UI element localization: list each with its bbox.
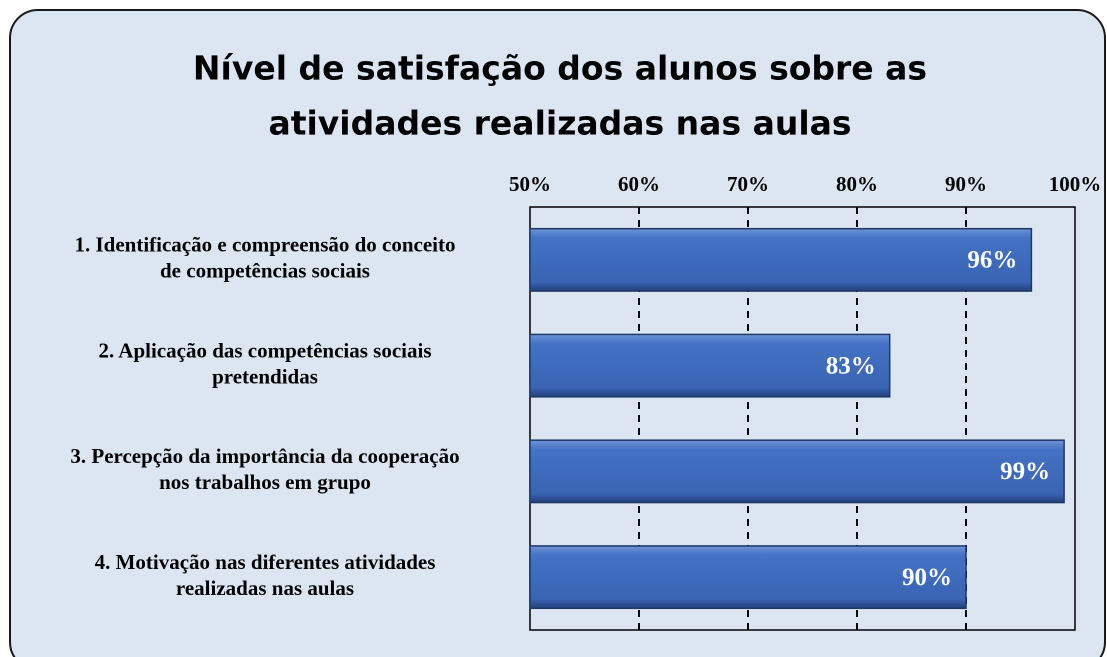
y-tick-label: 4. Motivação nas diferentes atividades [95, 550, 436, 574]
x-tick-label: 90% [945, 172, 987, 196]
chart-title: Nível de satisfação dos alunos sobre as [193, 49, 927, 88]
bar [529, 227, 1033, 292]
chart-title: atividades realizadas nas aulas [268, 104, 851, 143]
bar [529, 439, 1065, 504]
x-tick-label: 50% [509, 172, 551, 196]
plot-area [529, 206, 1076, 631]
data-label: 83% [826, 352, 876, 379]
bar [529, 333, 891, 398]
data-label: 90% [902, 564, 952, 591]
y-tick-label: pretendidas [212, 364, 318, 388]
bar [529, 545, 967, 610]
x-tick-label: 70% [727, 172, 769, 196]
y-tick-label: de competências sociais [160, 259, 370, 283]
x-tick-label: 60% [618, 172, 660, 196]
y-tick-label: nos trabalhos em grupo [159, 470, 371, 494]
data-label: 96% [967, 247, 1017, 274]
x-tick-label: 80% [836, 172, 878, 196]
y-tick-label: 2. Aplicação das competências sociais [98, 338, 431, 362]
data-label: 99% [1000, 458, 1050, 485]
y-tick-label: realizadas nas aulas [176, 576, 354, 600]
y-tick-label: 1. Identificação e compreensão do concei… [74, 233, 455, 257]
y-tick-label: 3. Percepção da importância da cooperaçã… [70, 444, 459, 468]
x-tick-label: 100% [1049, 172, 1102, 196]
